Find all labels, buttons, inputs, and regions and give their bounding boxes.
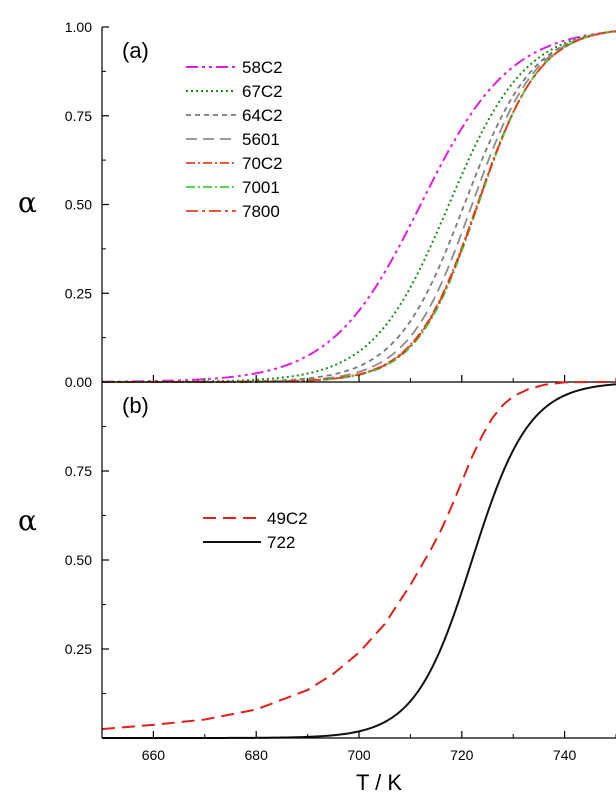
y-axis-title: α [18, 186, 37, 219]
legend: 49C2 722 [203, 509, 308, 552]
series-line-7001 [102, 29, 616, 383]
series-line-7800 [102, 30, 616, 383]
y-tick-label: 0.00 [65, 374, 92, 390]
legend-label: 722 [267, 533, 295, 552]
legend-label: 7001 [242, 178, 280, 197]
legend-label: 70C2 [242, 154, 283, 173]
y-tick-label: 0.25 [65, 641, 92, 657]
x-tick-label: 740 [553, 747, 577, 763]
series-line-49c2 [101, 381, 616, 731]
series-line-722 [102, 383, 616, 739]
legend-label: 67C2 [242, 82, 283, 101]
legend-label: 58C2 [242, 58, 283, 77]
x-axis-title: T / K [356, 770, 402, 795]
y-tick-label: 0.75 [65, 463, 92, 479]
series-line-64c2 [102, 30, 616, 383]
legend: 58C2 67C2 64C2 5601 70C2 7001 7800 [186, 58, 283, 221]
x-tick-label: 700 [347, 747, 371, 763]
legend-label: 49C2 [267, 509, 308, 528]
y-tick-label: 0.25 [65, 285, 92, 301]
y-tick-label: 0.75 [65, 108, 92, 124]
legend-label: 64C2 [242, 106, 283, 125]
x-tick-label: 660 [142, 747, 166, 763]
y-tick-label: 1.00 [65, 19, 92, 35]
x-tick-label: 680 [245, 747, 269, 763]
y-tick-label: 0.50 [65, 197, 92, 213]
panel-label: (b) [122, 393, 149, 418]
x-tick-label: 720 [450, 747, 474, 763]
legend-label: 7800 [242, 202, 280, 221]
legend-label: 5601 [242, 130, 280, 149]
y-tick-label: 0.50 [65, 552, 92, 568]
series-line-67c2 [102, 30, 616, 383]
panel-b: 0.25 0.50 0.75 660 680 700 720 740 α T / K (b) 49C2… [18, 381, 616, 795]
series-line-70c2 [102, 30, 616, 383]
series-line-5601 [102, 30, 616, 383]
panel-a: 0.00 0.25 0.50 0.75 1.00 α (a) 58C2 67C2 64C2 5601… [18, 19, 616, 390]
y-axis-title: α [18, 504, 37, 537]
series-line-58c2 [101, 30, 616, 383]
panel-label: (a) [122, 38, 149, 63]
